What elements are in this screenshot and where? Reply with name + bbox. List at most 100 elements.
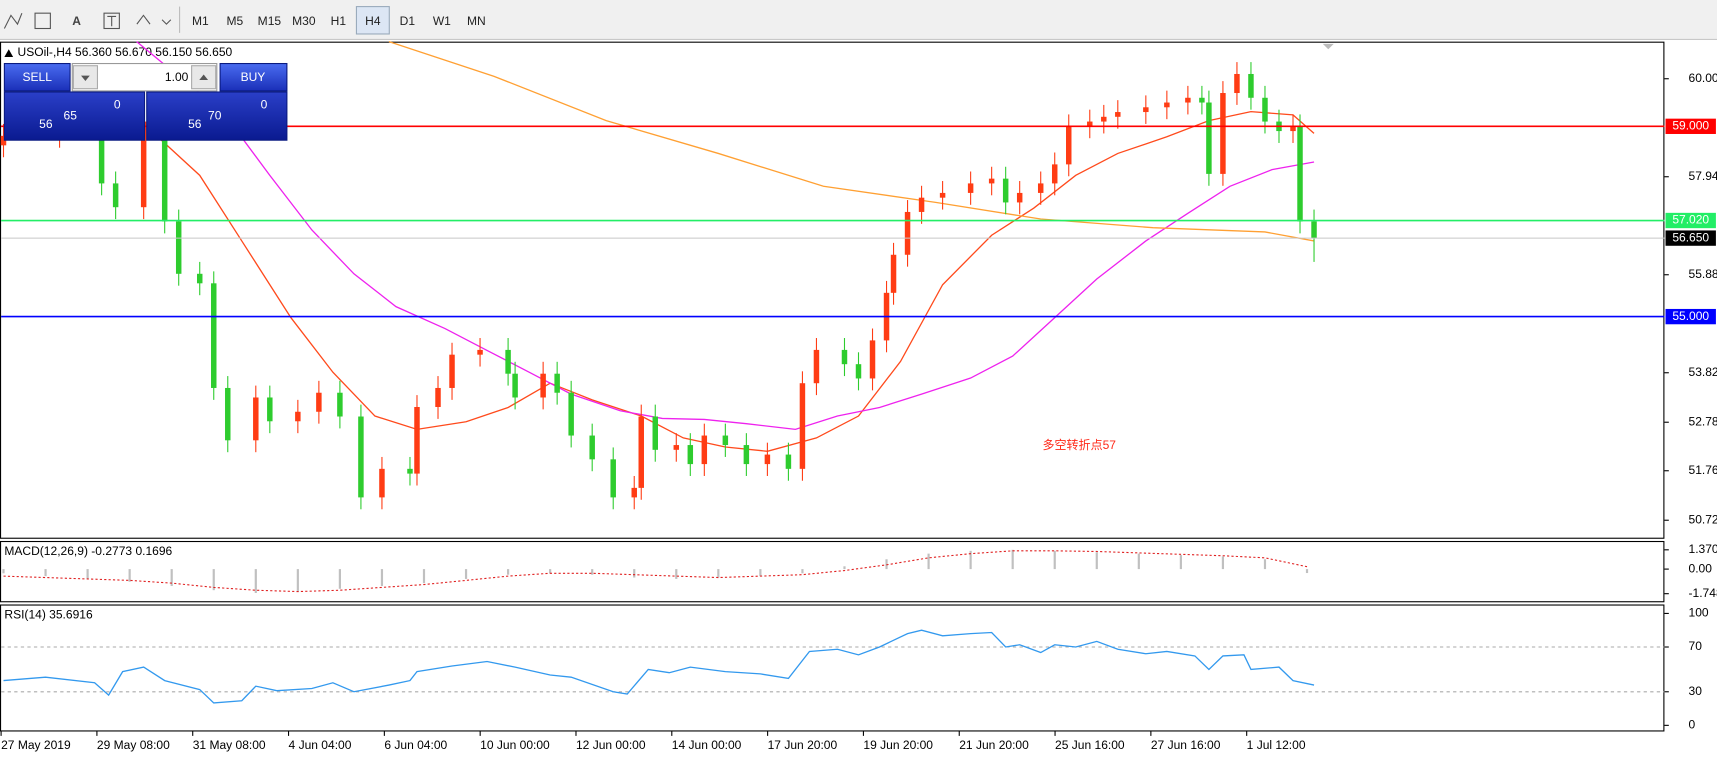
y-tick-label: 53.820 bbox=[1689, 365, 1717, 379]
date-label: 1 Jul 12:00 bbox=[1247, 738, 1306, 752]
macd-chart: MACD(12,26,9) -0.2773 0.1696 1.3706 0.00 -1… bbox=[2, 542, 1717, 600]
timeframe-button[interactable]: M30 bbox=[292, 14, 316, 28]
ask-sup: 0 bbox=[261, 97, 268, 111]
candle-body bbox=[568, 392, 574, 436]
candle-body bbox=[1311, 221, 1317, 239]
sell-label: SELL bbox=[23, 70, 53, 84]
candle-body bbox=[477, 349, 483, 355]
candle-body bbox=[1051, 164, 1058, 184]
date-label: 21 Jun 20:00 bbox=[959, 738, 1029, 752]
icon-grid[interactable] bbox=[34, 12, 51, 30]
timeframe-bar: M1 M5 M15 M30 H1 H4 D1 W1 MN bbox=[179, 6, 486, 35]
timeframe-button[interactable]: M5 bbox=[227, 14, 244, 28]
indicator-title: RSI(14) 35.6916 bbox=[4, 608, 93, 622]
candle-body bbox=[337, 392, 343, 417]
candle-body bbox=[267, 397, 273, 422]
candle-body bbox=[140, 121, 147, 208]
plot-area bbox=[0, 41, 1317, 510]
timeframe-active bbox=[355, 6, 390, 35]
candle-body bbox=[253, 397, 259, 441]
candle-body bbox=[1016, 192, 1023, 203]
timeframe-button[interactable]: H4 bbox=[365, 14, 381, 28]
candle-body bbox=[1290, 126, 1296, 132]
candle-body bbox=[316, 392, 322, 412]
candle-body bbox=[211, 283, 217, 388]
candle-body bbox=[687, 445, 694, 465]
price-level-box bbox=[1665, 308, 1716, 325]
candle-body bbox=[967, 183, 974, 193]
macd-signal bbox=[3, 550, 1308, 593]
candle-body bbox=[1164, 102, 1170, 108]
candle-body bbox=[1262, 97, 1268, 122]
candle-body bbox=[196, 273, 203, 284]
toolbar-icons bbox=[3, 12, 172, 30]
candle-body bbox=[855, 364, 862, 379]
y-tick-label: 50.720 bbox=[1689, 512, 1717, 526]
candle-body bbox=[743, 445, 750, 465]
bid-big: 56 bbox=[39, 117, 53, 131]
date-label: 12 Jun 00:00 bbox=[576, 738, 646, 752]
timeframe-button[interactable]: W1 bbox=[433, 14, 451, 28]
candle-body bbox=[414, 407, 420, 474]
bid-sup: 0 bbox=[114, 97, 121, 111]
candle-body bbox=[505, 349, 511, 374]
ask-box[interactable] bbox=[146, 91, 288, 141]
candle-body bbox=[540, 373, 546, 398]
timeframe-button[interactable]: H1 bbox=[331, 14, 347, 28]
icon-line[interactable] bbox=[3, 12, 23, 29]
candle-body bbox=[869, 340, 876, 379]
candle-body bbox=[841, 349, 848, 365]
rsi-panel bbox=[0, 604, 1665, 732]
lot-value: 1.00 bbox=[165, 70, 189, 84]
candle-body bbox=[449, 354, 455, 388]
candle-body bbox=[407, 468, 413, 474]
date-label: 6 Jun 04:00 bbox=[384, 738, 447, 752]
lot-up-arrow bbox=[199, 74, 209, 80]
candle-body bbox=[673, 445, 680, 450]
candle-body bbox=[1248, 73, 1254, 98]
annotation: 多空转折点57 bbox=[1042, 437, 1116, 452]
date-label: 27 Jun 16:00 bbox=[1151, 738, 1221, 752]
date-label: 31 May 08:00 bbox=[193, 738, 266, 752]
date-label: 25 Jun 16:00 bbox=[1055, 738, 1125, 752]
candle-body bbox=[610, 459, 616, 498]
icon-arrows[interactable] bbox=[136, 14, 172, 25]
y-tick-label: 70 bbox=[1689, 639, 1703, 653]
y-tick-label: -1.7483 bbox=[1689, 586, 1717, 600]
text-tool[interactable]: A bbox=[72, 14, 81, 28]
candle-body bbox=[589, 435, 595, 460]
icon-text-t bbox=[107, 15, 117, 27]
timeframe-button[interactable]: M15 bbox=[258, 14, 282, 28]
candle-body bbox=[1206, 102, 1212, 174]
toolbar bbox=[0, 0, 1717, 40]
candle-body bbox=[904, 211, 911, 255]
date-axis: 27 May 2019 29 May 08:00 31 May 08:00 4 Jun… bbox=[0, 731, 1306, 752]
candle-body bbox=[98, 116, 105, 184]
candle-body bbox=[1199, 97, 1205, 103]
title-arrow bbox=[4, 49, 14, 57]
timeframe-button[interactable]: MN bbox=[467, 14, 486, 28]
y-tick-label: 100 bbox=[1689, 606, 1709, 620]
candle-body bbox=[1297, 126, 1303, 222]
candle-body bbox=[631, 487, 637, 498]
ask-big: 56 bbox=[188, 117, 202, 131]
bid-box[interactable] bbox=[3, 91, 146, 141]
price-level-label: 57.020 bbox=[1672, 213, 1709, 227]
price-level-box bbox=[1665, 212, 1716, 229]
icon-text[interactable] bbox=[103, 12, 120, 30]
buy-button[interactable] bbox=[219, 62, 288, 92]
timeframe-button[interactable]: M1 bbox=[192, 14, 209, 28]
timeframe-button[interactable]: D1 bbox=[400, 14, 416, 28]
date-label: 10 Jun 00:00 bbox=[480, 738, 550, 752]
sell-button[interactable] bbox=[3, 62, 71, 92]
date-label: 27 May 2019 bbox=[1, 738, 71, 752]
main-chart: USOil-,H4 56.360 56.670 56.150 56.650 60.… bbox=[0, 41, 1717, 526]
date-label: 14 Jun 00:00 bbox=[672, 738, 742, 752]
candle-body bbox=[161, 121, 168, 222]
y-tick-label: 60.000 bbox=[1689, 71, 1717, 85]
macd-panel bbox=[0, 540, 1665, 603]
candle-body bbox=[1234, 73, 1240, 94]
price-level-label: 59.000 bbox=[1672, 119, 1709, 133]
candle-body bbox=[722, 435, 729, 446]
